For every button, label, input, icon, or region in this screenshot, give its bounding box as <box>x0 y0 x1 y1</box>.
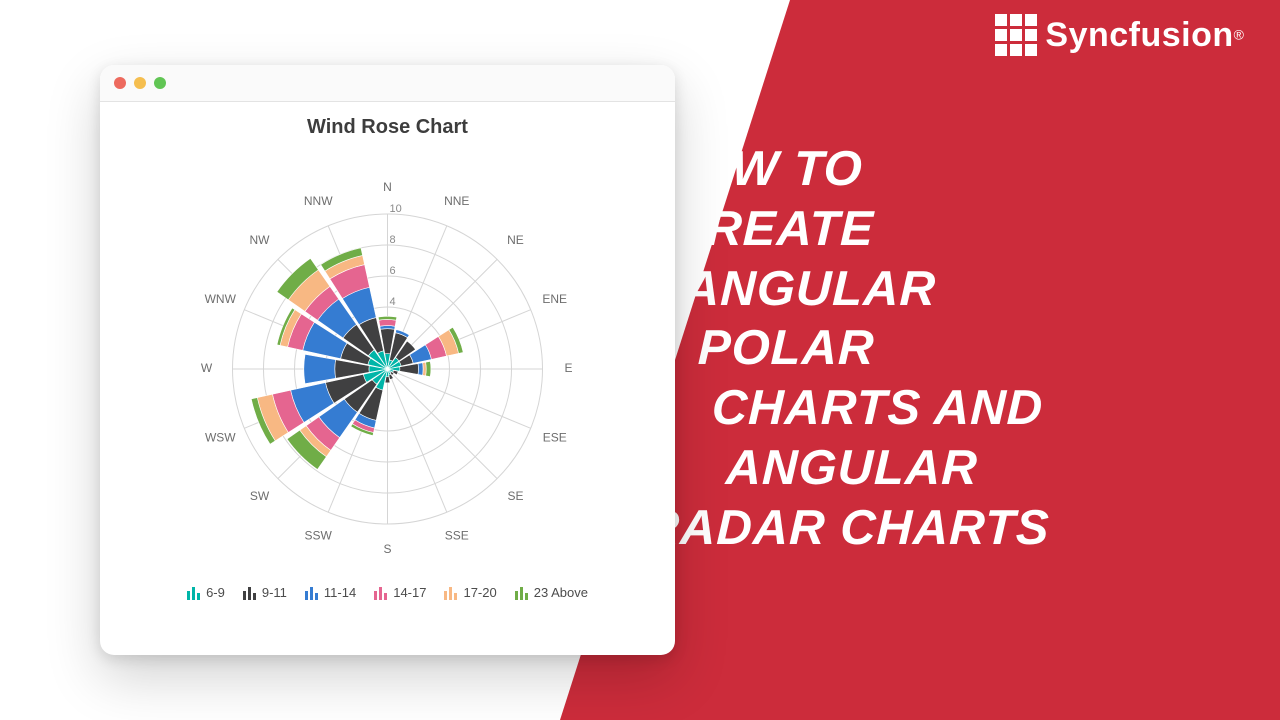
svg-text:4: 4 <box>390 296 396 308</box>
close-icon[interactable] <box>114 77 126 89</box>
slide-headline: HOW TO CREATE ANGULAR POLAR CHARTS AND A… <box>643 140 1218 558</box>
legend-label: 23 Above <box>534 585 588 600</box>
svg-text:ENE: ENE <box>542 292 567 306</box>
svg-text:SSE: SSE <box>445 528 469 542</box>
legend-label: 6-9 <box>206 585 225 600</box>
legend-item[interactable]: 17-20 <box>444 585 496 600</box>
svg-text:8: 8 <box>390 234 396 246</box>
legend-label: 9-11 <box>262 585 287 600</box>
svg-text:NE: NE <box>507 233 524 247</box>
window-titlebar <box>100 65 675 102</box>
legend-item[interactable]: 23 Above <box>515 585 588 600</box>
svg-text:10: 10 <box>390 203 402 215</box>
legend-item[interactable]: 6-9 <box>187 585 225 600</box>
app-window: Wind Rose Chart N NNE NE ENE E ESE SE SSE S SSW SW… <box>100 65 675 655</box>
legend-label: 17-20 <box>463 585 496 600</box>
minimize-icon[interactable] <box>134 77 146 89</box>
wind-rose-chart: N NNE NE ENE E ESE SE SSE S SSW SW WSW W WNW NW NNW 4 6 8 1… <box>100 139 675 579</box>
legend-label: 14-17 <box>393 585 426 600</box>
svg-text:NNW: NNW <box>304 194 333 208</box>
svg-text:N: N <box>383 180 392 194</box>
legend-item[interactable]: 14-17 <box>374 585 426 600</box>
svg-text:S: S <box>383 542 391 556</box>
logo-text: Syncfusion <box>1045 16 1233 54</box>
zoom-icon[interactable] <box>154 77 166 89</box>
brand-logo: Syncfusion® <box>995 14 1244 56</box>
logo-registered: ® <box>1234 26 1244 42</box>
svg-text:W: W <box>201 361 213 375</box>
svg-text:ESE: ESE <box>543 430 567 444</box>
chart-title: Wind Rose Chart <box>100 116 675 139</box>
svg-text:NW: NW <box>250 233 271 247</box>
svg-text:NNE: NNE <box>444 194 469 208</box>
svg-text:E: E <box>564 361 572 375</box>
logo-grid-icon <box>995 14 1037 56</box>
svg-text:WSW: WSW <box>205 430 236 444</box>
svg-text:SSW: SSW <box>305 528 333 542</box>
svg-text:SE: SE <box>507 489 523 503</box>
legend-item[interactable]: 11-14 <box>305 585 356 600</box>
svg-text:SW: SW <box>250 489 270 503</box>
svg-text:6: 6 <box>390 265 396 277</box>
svg-text:WNW: WNW <box>205 292 237 306</box>
legend-item[interactable]: 9-11 <box>243 585 287 600</box>
legend-label: 11-14 <box>324 585 356 600</box>
chart-legend: 6-9 9-11 11-14 14-17 17-20 23 Above <box>100 585 675 600</box>
